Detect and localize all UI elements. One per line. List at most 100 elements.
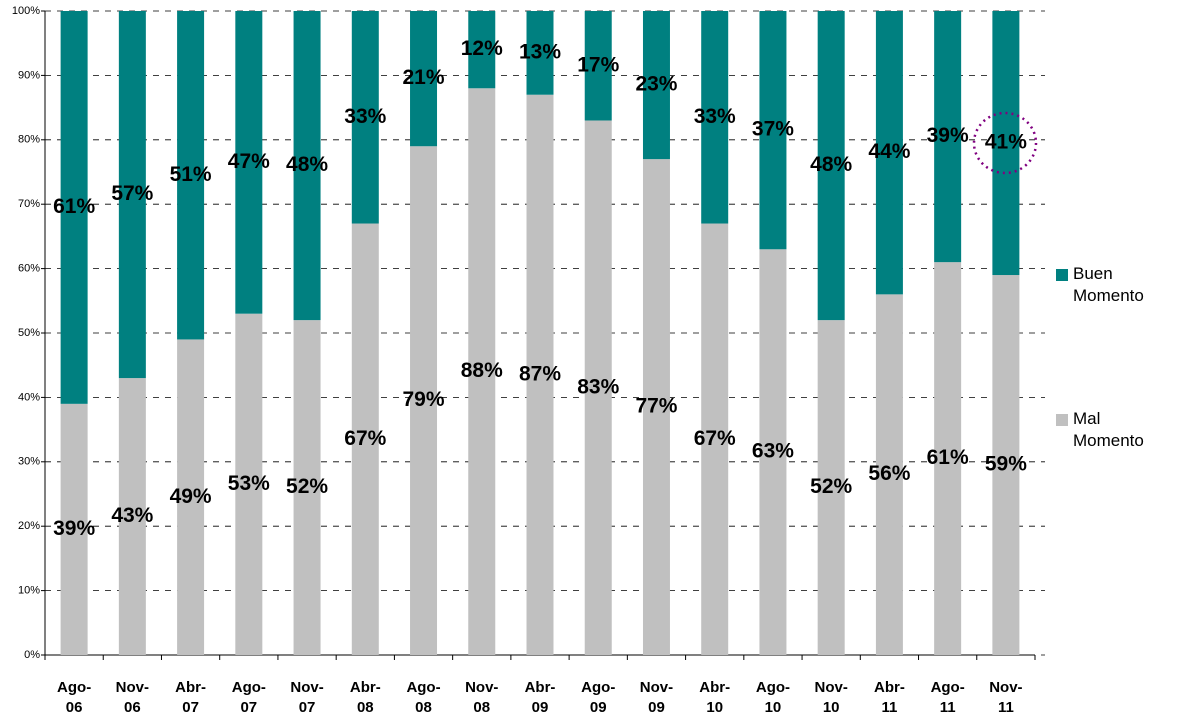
y-tick-label: 60% (18, 263, 40, 275)
bar-segment (934, 262, 962, 655)
x-tick-label: Nov-07 (290, 679, 323, 716)
y-tick-label: 70% (18, 198, 40, 210)
x-tick-label: Abr-08 (350, 679, 381, 716)
value-label: 39% (927, 124, 969, 147)
value-label: 52% (286, 475, 328, 498)
bar-segment (701, 223, 729, 655)
bar-segment (992, 11, 1020, 276)
x-tick-label: Ago-07 (232, 679, 266, 716)
y-tick-label: 10% (18, 585, 40, 597)
y-tick-label: 90% (18, 69, 40, 81)
x-tick-label: Abr-09 (525, 679, 556, 716)
bar-segment (875, 294, 903, 655)
legend-swatch (1056, 269, 1068, 281)
y-tick-label: 100% (12, 5, 40, 17)
x-tick-label: Nov-10 (815, 679, 848, 716)
value-label: 63% (752, 440, 794, 463)
bar-segment (875, 11, 903, 295)
value-label: 43% (111, 504, 153, 527)
bar-segment (584, 120, 612, 656)
x-tick-label: Abr-11 (874, 679, 905, 716)
legend-label: Buen Momento (1073, 264, 1144, 305)
value-label: 48% (810, 153, 852, 176)
bar-segment (235, 313, 263, 655)
bar-segment (934, 11, 962, 263)
x-tick-label: Ago-11 (931, 679, 965, 716)
x-tick-label: Nov-11 (989, 679, 1022, 716)
x-tick-label: Ago-06 (57, 679, 91, 716)
bar-segment (60, 403, 88, 655)
value-label: 17% (577, 53, 619, 76)
value-label: 13% (519, 40, 561, 63)
x-tick-label: Nov-06 (116, 679, 149, 716)
value-label: 41% (985, 131, 1027, 154)
x-tick-label: Ago-09 (581, 679, 615, 716)
bar-segment (293, 11, 321, 321)
y-tick-label: 0% (24, 649, 40, 661)
x-tick-label: Abr-07 (175, 679, 206, 716)
bar-segment (177, 339, 205, 655)
bar-segment (177, 11, 205, 340)
legend-label: Mal Momento (1073, 409, 1144, 450)
x-tick-label: Ago-10 (756, 679, 790, 716)
bar-segment (817, 11, 845, 321)
bar-segment (60, 11, 88, 404)
y-tick-label: 80% (18, 134, 40, 146)
x-tick-label: Nov-09 (640, 679, 673, 716)
value-label: 83% (577, 375, 619, 398)
bar-segment (118, 11, 146, 379)
value-label: 49% (170, 485, 212, 508)
value-label: 12% (461, 37, 503, 60)
y-tick-label: 40% (18, 391, 40, 403)
bar-segment (642, 159, 670, 655)
y-tick-label: 50% (18, 327, 40, 339)
bar-segment (759, 11, 787, 250)
bar-segment (584, 11, 612, 121)
bar-segment (701, 11, 729, 224)
bar-segment (526, 11, 554, 95)
value-label: 56% (868, 462, 910, 485)
value-label: 23% (635, 73, 677, 96)
y-tick-label: 30% (18, 456, 40, 468)
value-label: 57% (111, 182, 153, 205)
value-label: 53% (228, 472, 270, 495)
x-tick-label: Nov-08 (465, 679, 498, 716)
bar-segment (293, 320, 321, 655)
x-tick-label: Ago-08 (406, 679, 440, 716)
legend-swatch (1056, 414, 1068, 426)
x-tick-label: Abr-10 (699, 679, 730, 716)
bar-segment (118, 378, 146, 655)
value-label: 88% (461, 359, 503, 382)
value-label: 77% (635, 395, 677, 418)
bar-segment (410, 11, 438, 147)
y-tick-label: 20% (18, 520, 40, 532)
value-label: 51% (170, 163, 212, 186)
value-label: 47% (228, 150, 270, 173)
bar-segment (468, 88, 496, 655)
bars (60, 11, 1020, 656)
value-label: 33% (694, 105, 736, 128)
bar-segment (351, 223, 379, 655)
labels: Ago-06 39% 61% Nov-06 43% 57% Abr-07 49% 51% Ago-… (53, 37, 1144, 716)
bar-segment (351, 11, 379, 224)
value-label: 37% (752, 118, 794, 141)
value-label: 67% (694, 427, 736, 450)
value-label: 79% (403, 388, 445, 411)
bar-segment (410, 146, 438, 656)
highlight-circle (972, 111, 1038, 175)
bar-segment (759, 249, 787, 655)
value-label: 39% (53, 517, 95, 540)
bar-segment (642, 11, 670, 160)
bar-segment (235, 11, 263, 314)
value-label: 61% (927, 446, 969, 469)
bar-segment (992, 275, 1020, 655)
bar-segment (817, 320, 845, 655)
value-label: 48% (286, 153, 328, 176)
value-label: 61% (53, 195, 95, 218)
value-label: 33% (344, 105, 386, 128)
value-label: 52% (810, 475, 852, 498)
bar-segment (526, 94, 554, 656)
bar-segment (468, 11, 496, 89)
value-label: 67% (344, 427, 386, 450)
